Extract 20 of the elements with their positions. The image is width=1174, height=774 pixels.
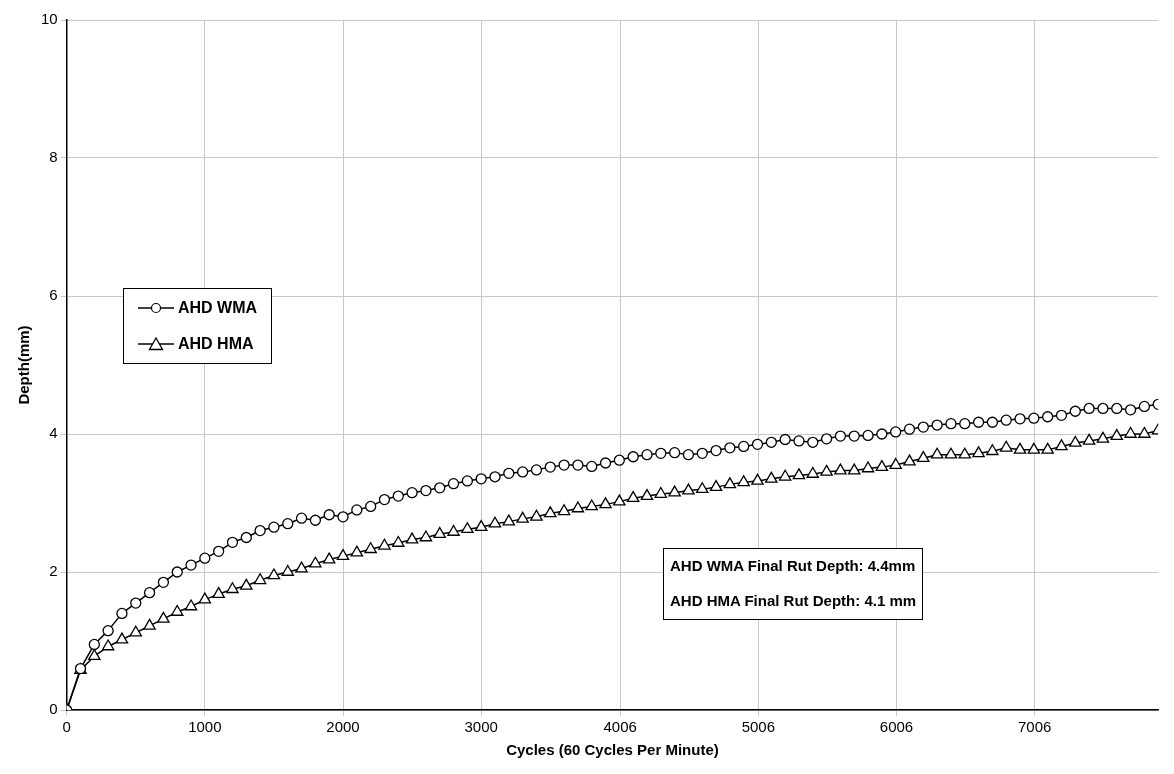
legend-label: AHD HMA: [178, 335, 254, 353]
x-axis-title: Cycles (60 Cycles Per Minute): [506, 741, 719, 759]
x-tick-label: 1000: [188, 718, 222, 736]
x-tick-label: 3000: [464, 718, 498, 736]
annotation: AHD WMA Final Rut Depth: 4.4mm: [670, 557, 917, 574]
y-tick-label: 0: [49, 700, 58, 718]
y-tick-label: 4: [49, 424, 58, 442]
y-tick-label: 8: [49, 148, 58, 166]
x-tick-label: 7006: [1017, 718, 1052, 736]
x-tick-label: 0: [62, 718, 71, 736]
x-tick-label: 2000: [326, 718, 360, 736]
y-tick-label: 10: [41, 10, 58, 28]
y-tick-label: 6: [49, 286, 58, 304]
legend-label: AHD WMA: [178, 299, 258, 317]
x-tick-label: 5006: [741, 718, 776, 736]
annotation: AHD HMA Final Rut Depth: 4.1 mm: [670, 592, 917, 609]
y-tick-label: 2: [49, 562, 58, 580]
y-axis-title: Depth(mm): [15, 325, 33, 405]
x-tick-label: 6006: [879, 718, 914, 736]
x-tick-label: 4006: [603, 718, 637, 736]
